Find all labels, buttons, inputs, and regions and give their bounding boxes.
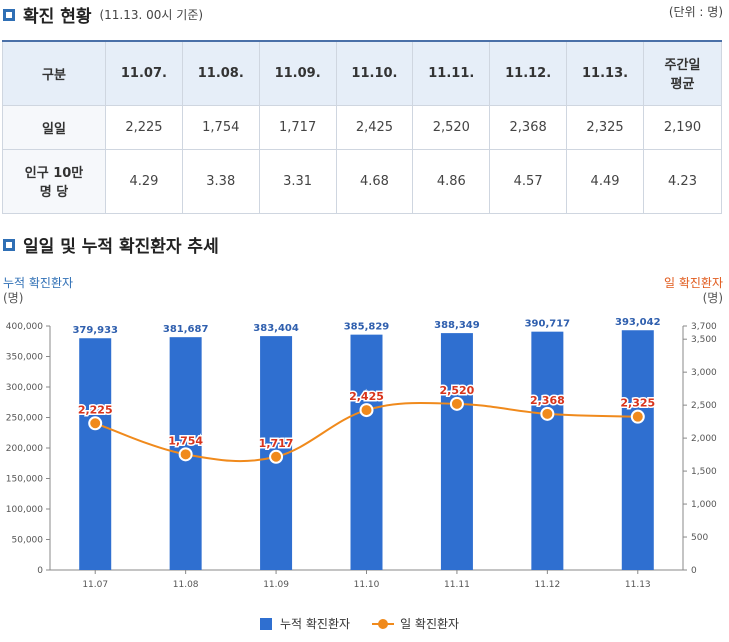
line-data-label: 2,325 — [620, 397, 655, 410]
table-cell: 3.38 — [181, 148, 260, 214]
table-row: 인구 10만 명 당 4.29 3.38 3.31 4.68 4.86 4.57… — [2, 148, 722, 214]
line-data-label: 1,717 — [259, 437, 294, 450]
right-tick-label: 3,700 — [691, 322, 717, 332]
table-cell: 2,368 — [489, 104, 568, 150]
section-header-status: 확진 현황 (11.13. 00시 기준) — [3, 2, 203, 27]
left-tick-label: 300,000 — [6, 383, 43, 393]
section-square-icon — [3, 8, 15, 21]
header-date: 11.09. — [258, 40, 337, 106]
bar-data-label: 388,349 — [434, 320, 480, 331]
right-tick-label: 2,500 — [691, 401, 717, 411]
left-tick-label: 400,000 — [6, 322, 43, 332]
header-weekly-avg: 주간일 평균 — [643, 40, 722, 106]
x-tick-label: 11.11 — [444, 580, 470, 590]
bar-cumulative — [79, 338, 112, 570]
table-header-row: 구분 11.07. 11.08. 11.09. 11.10. 11.11. 11… — [2, 40, 722, 106]
right-tick-label: 3,500 — [691, 335, 717, 345]
right-tick-label: 3,000 — [691, 368, 717, 378]
line-point-daily — [449, 396, 464, 411]
table-cell: 2,225 — [105, 104, 183, 150]
section-header-trend: 일일 및 누적 확진환자 추세 — [3, 232, 219, 257]
left-axis-title: 누적 확진환자 (명) — [3, 276, 74, 305]
line-point-daily — [178, 447, 193, 462]
right-tick-label: 2,000 — [691, 434, 717, 444]
legend-label-cumulative: 누적 확진환자 — [280, 617, 351, 631]
legend-label-daily: 일 확진환자 — [400, 617, 460, 631]
line-data-label: 2,225 — [78, 403, 113, 416]
x-tick-label: 11.10 — [354, 580, 380, 590]
header-date: 11.10. — [335, 40, 414, 106]
table-cell: 2,190 — [643, 104, 722, 150]
right-tick-label: 500 — [691, 533, 708, 543]
line-point-daily — [630, 409, 645, 424]
bar-cumulative — [621, 330, 654, 570]
table-cell: 4.29 — [105, 148, 183, 214]
right-tick-label: 1,500 — [691, 467, 717, 477]
right-tick-label: 1,000 — [691, 500, 717, 510]
line-point-daily — [269, 449, 284, 464]
table-cell: 4.49 — [566, 148, 644, 214]
x-tick-label: 11.12 — [534, 580, 560, 590]
line-data-label: 1,754 — [168, 434, 203, 447]
table-cell: 1,717 — [258, 104, 337, 150]
section-title: 일일 및 누적 확진환자 추세 — [23, 237, 219, 257]
left-tick-label: 0 — [37, 566, 43, 576]
right-axis-title: 일 확진환자 (명) — [663, 276, 723, 305]
left-tick-label: 50,000 — [12, 536, 44, 546]
bar-cumulative — [531, 331, 564, 570]
row-label-per-100k: 인구 10만 명 당 — [2, 148, 106, 214]
legend-line-swatch — [372, 618, 395, 630]
section-title: 확진 현황 — [23, 7, 92, 27]
left-tick-label: 200,000 — [6, 444, 43, 454]
table-cell: 4.23 — [643, 148, 722, 214]
legend-bar-swatch — [260, 617, 272, 630]
bar-data-label: 385,829 — [344, 322, 390, 333]
bar-data-label: 390,717 — [525, 319, 571, 330]
table-cell: 4.86 — [412, 148, 491, 214]
row-label-daily: 일일 — [2, 104, 106, 150]
x-tick-label: 11.13 — [625, 580, 651, 590]
table-cell: 4.68 — [335, 148, 414, 214]
left-tick-label: 350,000 — [6, 353, 43, 363]
header-date: 11.13. — [566, 40, 644, 106]
header-corner: 구분 — [2, 40, 106, 106]
header-date: 11.11. — [412, 40, 491, 106]
bar-data-label: 381,687 — [163, 324, 209, 335]
line-point-daily — [88, 416, 103, 431]
table-cell: 3.31 — [258, 148, 337, 214]
right-tick-label: 0 — [691, 566, 697, 576]
table-cell: 2,520 — [412, 104, 491, 150]
left-tick-label: 150,000 — [6, 475, 43, 485]
table-cell: 1,754 — [181, 104, 260, 150]
table-row: 일일 2,225 1,754 1,717 2,425 2,520 2,368 2… — [2, 104, 722, 150]
header-date: 11.08. — [181, 40, 260, 106]
bar-data-label: 379,933 — [72, 325, 118, 336]
left-tick-label: 100,000 — [6, 505, 43, 515]
bar-cumulative — [440, 333, 473, 570]
section-square-icon — [3, 238, 15, 251]
bar-cumulative — [350, 334, 383, 570]
chart-plot: 0 50,000 100,000 150,000 200,000 250,000 300,0… — [6, 317, 717, 590]
chart-legend: 누적 확진환자 일 확진환자 — [260, 615, 459, 632]
bar-data-label: 383,404 — [253, 323, 299, 334]
x-tick-label: 11.09 — [263, 580, 289, 590]
line-data-label: 2,425 — [349, 390, 384, 403]
bar-data-label: 393,042 — [615, 317, 661, 328]
stats-table: 구분 11.07. 11.08. 11.09. 11.10. 11.11. 11… — [2, 40, 722, 214]
trend-chart: 누적 확진환자 (명) 일 확진환자 (명) 0 50,000 100,000 150… — [0, 270, 729, 642]
section-subtitle: (11.13. 00시 기준) — [99, 8, 204, 22]
x-tick-label: 11.08 — [173, 580, 199, 590]
table-cell: 4.57 — [489, 148, 568, 214]
line-point-daily — [540, 406, 555, 421]
line-data-label: 2,368 — [530, 394, 565, 407]
table-cell: 2,425 — [335, 104, 414, 150]
header-date: 11.12. — [489, 40, 568, 106]
line-point-daily — [359, 403, 374, 418]
left-tick-label: 250,000 — [6, 414, 43, 424]
unit-label: (단위 : 명) — [668, 5, 723, 19]
table-cell: 2,325 — [566, 104, 644, 150]
x-tick-label: 11.07 — [82, 580, 108, 590]
header-date: 11.07. — [105, 40, 183, 106]
line-data-label: 2,520 — [440, 384, 475, 397]
